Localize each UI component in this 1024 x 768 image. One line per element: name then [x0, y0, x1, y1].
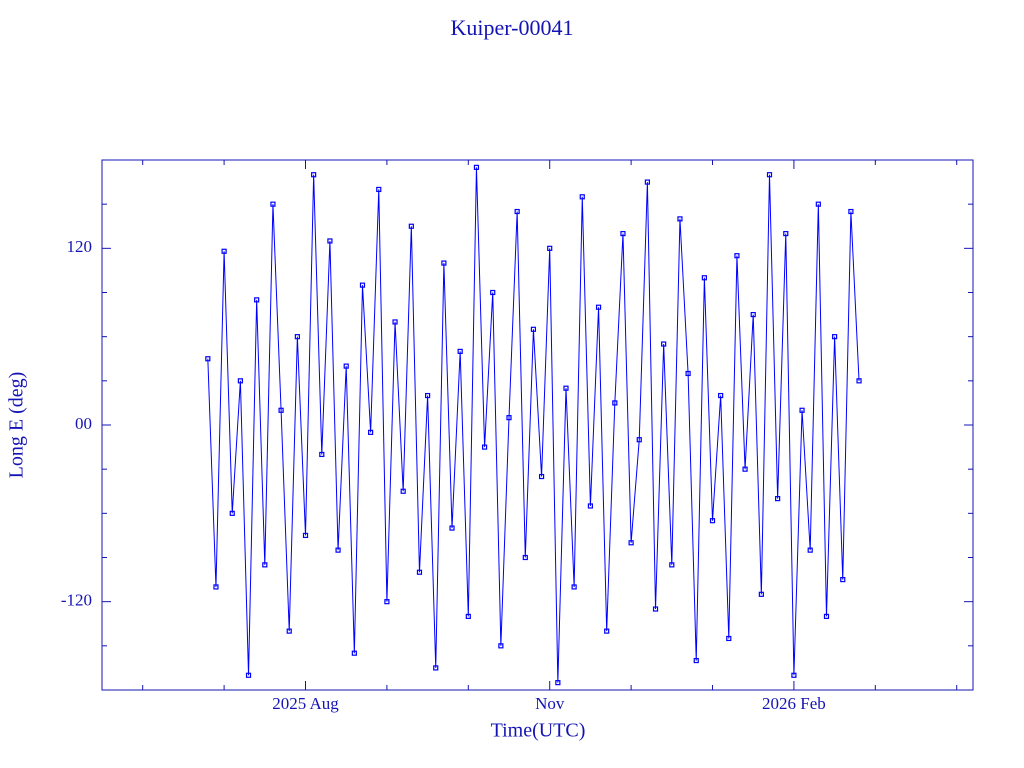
- data-point: [555, 680, 561, 686]
- data-point: [840, 576, 846, 583]
- data-point: [481, 444, 488, 450]
- data-point: [783, 231, 789, 237]
- data-point: [856, 378, 862, 384]
- data-point: [359, 282, 366, 288]
- data-point: [628, 540, 634, 546]
- data-point: [351, 650, 357, 656]
- data-point: [441, 260, 447, 266]
- data-point: [547, 245, 553, 251]
- data-point: [848, 208, 854, 215]
- data-point: [636, 437, 642, 443]
- data-point: [791, 672, 797, 678]
- data-point: [368, 429, 374, 435]
- data-point: [229, 510, 235, 516]
- data-point: [490, 289, 496, 296]
- data-point: [832, 334, 838, 340]
- data-point: [327, 238, 333, 244]
- data-point: [254, 297, 260, 303]
- data-point: [376, 186, 382, 193]
- data-point: [343, 363, 349, 369]
- data-point: [595, 304, 602, 310]
- data-point: [311, 172, 317, 178]
- data-point: [750, 311, 756, 318]
- data-point: [205, 356, 211, 362]
- data-point: [506, 415, 512, 421]
- data-point: [652, 606, 659, 612]
- data-point: [278, 407, 284, 413]
- plot-frame: [101, 159, 974, 691]
- data-point: [408, 223, 414, 229]
- data-point: [425, 392, 431, 399]
- data-point: [620, 231, 626, 237]
- data-point: [587, 503, 594, 509]
- data-point: [530, 326, 537, 332]
- data-point: [286, 628, 292, 634]
- data-point: [449, 525, 455, 531]
- data-point: [693, 657, 699, 664]
- y-tick-label: 120: [67, 237, 93, 256]
- data-point: [465, 613, 471, 619]
- data-point: [612, 400, 618, 406]
- y-tick-label: 00: [75, 414, 92, 433]
- data-point: [709, 518, 716, 524]
- x-tick-label: 2026 Feb: [762, 694, 826, 713]
- data-point: [734, 253, 740, 259]
- data-point: [815, 201, 821, 207]
- data-point: [270, 201, 276, 207]
- x-axis-title: Time(UTC): [491, 720, 586, 742]
- data-point: [799, 407, 805, 413]
- data-point: [245, 672, 252, 678]
- data-point: [416, 569, 423, 575]
- data-point: [677, 216, 683, 222]
- data-point: [604, 628, 610, 634]
- data-point: [457, 348, 463, 354]
- data-point: [400, 488, 406, 494]
- x-tick-label: Nov: [535, 694, 565, 713]
- data-point: [661, 341, 667, 347]
- data-point: [571, 584, 577, 590]
- data-point: [726, 635, 732, 642]
- data-point: [473, 164, 480, 170]
- data-point: [335, 547, 341, 553]
- data-point: [758, 591, 764, 597]
- data-point: [498, 643, 504, 649]
- y-axis-title: Long E (deg): [6, 372, 28, 479]
- data-point: [522, 554, 528, 561]
- data-point: [579, 194, 585, 200]
- data-point: [433, 665, 439, 671]
- data-point: [718, 392, 724, 399]
- data-point: [237, 378, 243, 384]
- data-point: [775, 496, 781, 502]
- data-point: [766, 172, 773, 178]
- data-point: [742, 466, 748, 472]
- data-point: [302, 532, 309, 539]
- data-point: [701, 275, 707, 281]
- data-point: [563, 385, 569, 391]
- data-point: [392, 319, 398, 325]
- x-tick-label: 2025 Aug: [272, 694, 339, 713]
- data-point: [538, 473, 545, 480]
- data-point: [294, 334, 300, 340]
- data-point: [319, 451, 325, 458]
- data-point: [644, 179, 650, 185]
- data-point: [807, 547, 813, 553]
- data-point: [384, 599, 390, 605]
- data-point: [213, 584, 219, 590]
- chart-title: Kuiper-00041: [451, 15, 574, 40]
- data-line: [207, 167, 860, 683]
- data-point: [669, 562, 675, 568]
- data-point: [823, 613, 830, 619]
- data-point: [514, 208, 520, 215]
- y-tick-label: -120: [61, 591, 92, 610]
- data-point: [685, 370, 691, 377]
- data-point: [221, 248, 227, 254]
- data-point: [262, 562, 268, 568]
